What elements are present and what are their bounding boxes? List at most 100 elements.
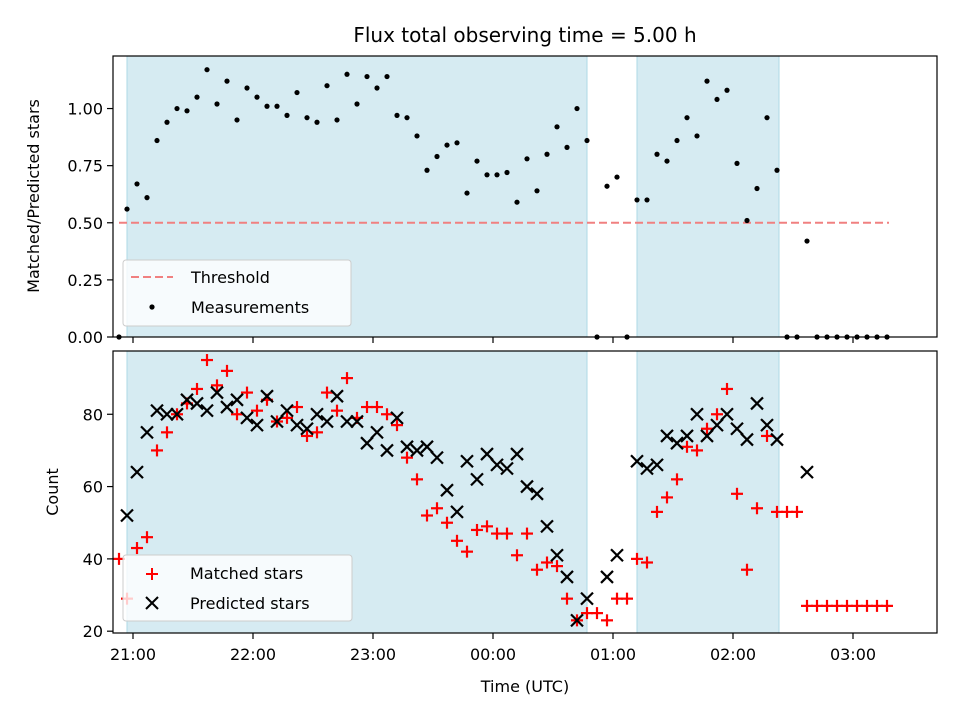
legend-threshold-label: Threshold [190,268,270,287]
predicted-star-marker [570,613,584,628]
predicted-star-marker [540,519,554,534]
matched-star-marker [141,531,153,544]
matched-star-marker [371,401,383,414]
matched-star-marker [321,386,333,399]
x-tick-label: 23:00 [350,645,396,664]
measurement-point [504,169,510,176]
predicted-star-marker [650,458,664,472]
measurement-point [204,67,210,73]
predicted-star-marker [760,418,774,432]
predicted-star-marker [380,443,394,458]
matched-star-marker [681,440,693,453]
measurement-point [214,101,220,107]
matched-star-marker [471,523,483,536]
measurement-point [134,181,140,187]
matched-star-marker [291,401,303,414]
predicted-star-marker [120,508,134,523]
matched-star-marker [651,505,663,518]
measurement-point [404,115,410,121]
measurement-point [274,103,280,109]
measurement-point [634,197,640,203]
matched-star-marker [281,411,293,424]
matched-star-marker [701,422,713,435]
measurement-point [554,124,560,130]
bottom-shaded-interval-2 [636,350,780,634]
measurement-point [454,140,460,146]
predicted-star-marker [460,454,474,469]
top-panel: 0.00 0.25 0.50 0.75 1.00 Matched/Predicted s… [24,55,938,347]
predicted-star-marker [580,591,594,606]
predicted-star-marker [320,414,334,429]
predicted-star-marker [720,407,734,422]
matched-star-marker [331,404,343,417]
measurement-point [484,172,490,178]
predicted-star-marker [310,407,324,422]
predicted-star-marker [160,407,174,422]
matched-star-marker [191,382,203,395]
predicted-star-marker [520,479,534,494]
measurement-point [424,167,430,173]
legend-measurements-label: Measurements [191,298,309,317]
matched-star-marker [391,419,403,432]
predicted-star-marker [410,443,424,458]
measurement-point [604,183,610,189]
matched-star-marker [201,354,213,367]
predicted-star-marker [360,436,374,450]
measurement-point [754,185,760,192]
predicted-star-marker [180,393,194,407]
predicted-star-marker [200,403,214,418]
matched-star-marker [791,505,803,518]
bottom-panel: 20 40 60 80 21:00 22:00 23:00 00:00 01:00 02:00 03… [43,350,938,696]
matched-star-marker [511,549,523,562]
predicted-star-marker [280,403,294,418]
predicted-star-marker [640,461,654,476]
matched-star-marker [591,607,603,620]
top-y-tick-label: 0.00 [67,328,103,347]
measurement-point [774,167,780,173]
predicted-star-marker [700,429,714,443]
measurement-point [464,190,470,196]
measurement-point [414,133,420,139]
x-tick-label: 21:00 [110,645,156,664]
predicted-star-marker [490,458,504,472]
predicted-star-marker [550,548,564,563]
measurement-point [344,71,350,77]
predicted-star-marker [290,418,304,432]
legend-matched-swatch [146,568,158,580]
measurement-point [434,153,440,160]
predicted-star-marker [350,414,364,429]
measurement-point [394,112,400,118]
predicted-star-marker [730,421,744,436]
bottom-axes: 20 40 60 80 21:00 22:00 23:00 00:00 01:00 02:00 03… [83,405,876,664]
measurement-point [244,85,250,91]
matched-star-marker [451,534,463,547]
matched-star-marker [131,542,143,555]
predicted-star-marker [190,396,204,411]
measurement-point [544,151,550,157]
matched-star-marker [301,429,313,442]
matched-star-marker [251,404,263,417]
predicted-star-marker [740,432,754,447]
predicted-star-marker [210,385,224,400]
predicted-star-marker [750,396,764,411]
predicted-star-marker [610,548,624,563]
measurement-point [324,83,330,89]
measurement-point [514,199,520,205]
measurement-point [154,137,160,144]
predicted-star-marker [800,465,814,479]
measurement-point [444,142,450,148]
measurement-point [474,158,480,164]
measurement-point [564,144,570,150]
predicted-star-marker [530,487,544,501]
bottom-y-tick-label: 80 [83,405,103,424]
top-y-tick-label: 1.00 [67,100,103,119]
matched-star-marker [541,556,553,569]
legend-matched-label: Matched stars [190,564,303,583]
matched-star-marker [761,429,773,442]
measurement-point [364,73,370,80]
measurement-point [184,108,190,114]
matched-star-marker [531,563,543,576]
chart-title: Flux total observing time = 5.00 h [353,23,696,47]
x-tick-label: 22:00 [230,645,276,664]
matched-star-marker [381,408,393,421]
